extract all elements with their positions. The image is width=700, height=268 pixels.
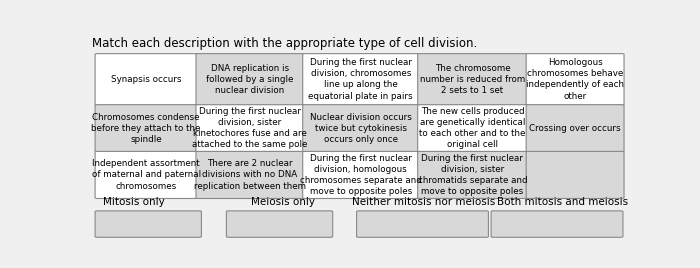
Text: Match each description with the appropriate type of cell division.: Match each description with the appropri… bbox=[92, 37, 477, 50]
FancyBboxPatch shape bbox=[302, 54, 419, 105]
FancyBboxPatch shape bbox=[491, 211, 623, 237]
Text: During the first nuclear
division, homologous
chromosomes separate and
move to o: During the first nuclear division, homol… bbox=[300, 154, 421, 196]
Text: Homologous
chromosomes behave
independently of each
other: Homologous chromosomes behave independen… bbox=[526, 58, 624, 100]
FancyBboxPatch shape bbox=[418, 151, 527, 199]
Text: Crossing over occurs: Crossing over occurs bbox=[529, 124, 621, 133]
FancyBboxPatch shape bbox=[196, 151, 304, 199]
Text: Synapsis occurs: Synapsis occurs bbox=[111, 75, 181, 84]
Text: During the first nuclear
division, sister
kinetochores fuse and are
attached to : During the first nuclear division, siste… bbox=[193, 107, 307, 149]
FancyBboxPatch shape bbox=[226, 211, 332, 237]
FancyBboxPatch shape bbox=[418, 105, 527, 152]
Text: DNA replication is
followed by a single
nuclear division: DNA replication is followed by a single … bbox=[206, 64, 293, 95]
FancyBboxPatch shape bbox=[418, 54, 527, 105]
Text: Neither mitosis nor meiosis: Neither mitosis nor meiosis bbox=[352, 196, 496, 207]
Text: Chromosomes condense
before they attach to the
spindle: Chromosomes condense before they attach … bbox=[92, 113, 201, 144]
FancyBboxPatch shape bbox=[95, 54, 197, 105]
Text: There are 2 nuclear
divisions with no DNA
replication between them: There are 2 nuclear divisions with no DN… bbox=[194, 159, 306, 191]
Text: During the first nuclear
division, sister
chromatids separate and
move to opposi: During the first nuclear division, siste… bbox=[418, 154, 527, 196]
Text: During the first nuclear
division, chromosomes
line up along the
equatorial plat: During the first nuclear division, chrom… bbox=[309, 58, 413, 100]
Text: Nuclear division occurs
twice but cytokinesis
occurs only once: Nuclear division occurs twice but cytoki… bbox=[310, 113, 412, 144]
FancyBboxPatch shape bbox=[95, 105, 197, 152]
FancyBboxPatch shape bbox=[196, 105, 304, 152]
Text: Independent assortment
of maternal and paternal
chromosomes: Independent assortment of maternal and p… bbox=[92, 159, 201, 191]
FancyBboxPatch shape bbox=[95, 151, 197, 199]
FancyBboxPatch shape bbox=[95, 211, 202, 237]
FancyBboxPatch shape bbox=[526, 105, 624, 152]
Text: The chromosome
number is reduced from
2 sets to 1 set: The chromosome number is reduced from 2 … bbox=[420, 64, 525, 95]
FancyBboxPatch shape bbox=[526, 151, 624, 199]
Text: The new cells produced
are genetically identical
to each other and to the
origin: The new cells produced are genetically i… bbox=[419, 107, 526, 149]
FancyBboxPatch shape bbox=[356, 211, 489, 237]
FancyBboxPatch shape bbox=[196, 54, 304, 105]
Text: Meiosis only: Meiosis only bbox=[251, 196, 315, 207]
FancyBboxPatch shape bbox=[526, 54, 624, 105]
Text: Both mitosis and meiosis: Both mitosis and meiosis bbox=[496, 196, 628, 207]
Text: Mitosis only: Mitosis only bbox=[103, 196, 164, 207]
FancyBboxPatch shape bbox=[302, 151, 419, 199]
FancyBboxPatch shape bbox=[302, 105, 419, 152]
